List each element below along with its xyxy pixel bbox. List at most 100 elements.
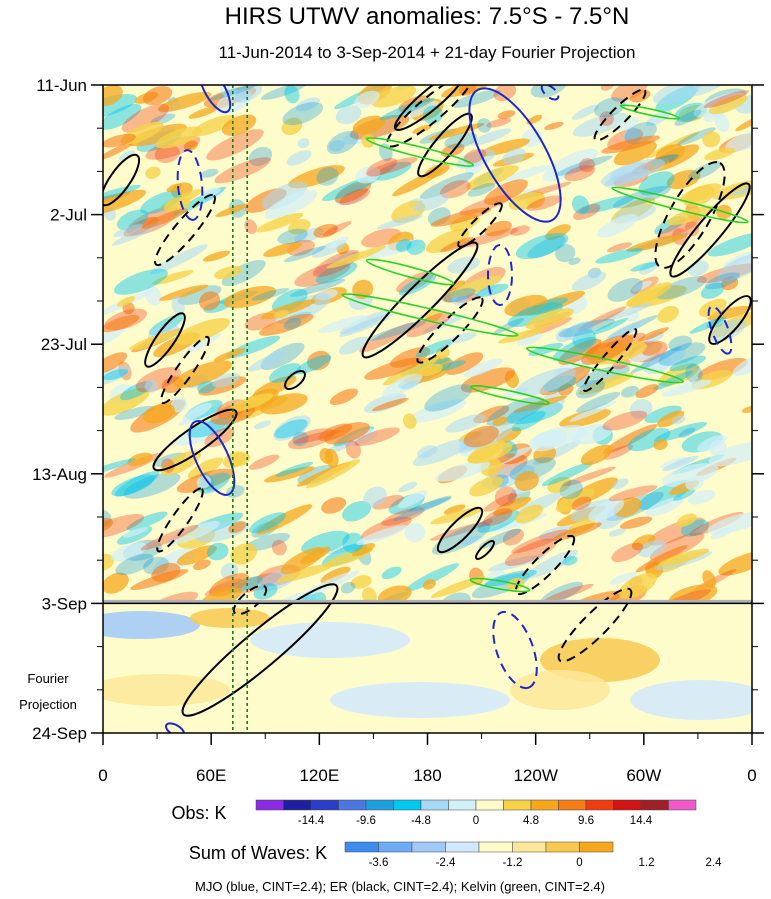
- anomaly-blob: [120, 381, 153, 401]
- mjo-contour: [492, 610, 538, 690]
- anomaly-blob: [609, 572, 638, 585]
- wave-contours: [103, 85, 752, 733]
- anomaly-blob: [202, 250, 231, 262]
- anomaly-blob: [515, 232, 569, 260]
- anomaly-blob: [611, 542, 644, 563]
- anomaly-blob: [273, 310, 290, 319]
- kelvin-contour: [611, 186, 749, 224]
- anomaly-blob: [140, 190, 182, 215]
- anomaly-blob: [601, 135, 660, 154]
- x-tick-label: 120E: [299, 766, 339, 785]
- anomaly-blob: [393, 495, 452, 521]
- anomaly-blob: [264, 189, 318, 220]
- anomaly-blob: [114, 405, 155, 420]
- anomaly-blob: [226, 485, 245, 498]
- anomaly-blob: [398, 274, 437, 296]
- anomaly-blob: [335, 105, 362, 125]
- anomaly-blob: [653, 438, 668, 450]
- anomaly-blob: [103, 572, 129, 594]
- anomaly-blob: [435, 346, 450, 359]
- anomaly-blob: [339, 188, 371, 206]
- anomaly-blob: [545, 224, 571, 240]
- er-contour: [514, 534, 576, 596]
- anomaly-blob: [630, 346, 682, 374]
- colorbar-box: [613, 799, 642, 811]
- anomaly-blob: [143, 86, 173, 106]
- colorbar-label: 0: [576, 857, 582, 869]
- anomaly-blob: [159, 284, 209, 301]
- anomaly-blob: [402, 413, 417, 429]
- anomaly-blob: [319, 448, 334, 464]
- anomaly-blob: [260, 393, 308, 415]
- anomaly-blob: [652, 85, 701, 105]
- anomaly-blob: [477, 518, 493, 528]
- anomaly-blob: [392, 168, 444, 197]
- y-tick-label: 13-Aug: [32, 465, 87, 484]
- anomaly-blob: [662, 455, 699, 472]
- colorbar-label: -14.4: [298, 815, 325, 827]
- anomaly-blob: [372, 495, 404, 510]
- anomaly-blob: [321, 497, 347, 514]
- anomaly-blob: [121, 103, 170, 133]
- anomaly-blob: [212, 372, 241, 388]
- anomaly-blob: [657, 305, 679, 323]
- anomaly-blob: [571, 271, 607, 291]
- anomaly-blob: [671, 415, 686, 425]
- anomaly-blob: [674, 109, 702, 126]
- anomaly-blob: [381, 566, 402, 580]
- anomaly-blob: [140, 524, 199, 551]
- anomaly-blob: [455, 149, 496, 169]
- anomaly-blob: [277, 563, 334, 583]
- anomaly-blob: [172, 318, 231, 345]
- anomaly-blob: [374, 161, 412, 181]
- colorbar-label: 0: [473, 815, 479, 827]
- anomaly-blob: [608, 485, 658, 502]
- er-contour: [475, 540, 495, 560]
- anomaly-blob: [295, 97, 320, 112]
- colorbar-box: [579, 841, 614, 853]
- colorbar-box: [640, 799, 669, 811]
- anomaly-blob: [528, 429, 568, 452]
- anomaly-blob: [580, 444, 613, 466]
- anomaly-blob: [274, 419, 308, 439]
- kelvin-contour: [365, 258, 455, 286]
- anomaly-blob: [528, 342, 563, 356]
- anomaly-blob: [371, 85, 417, 108]
- anomaly-blob: [192, 115, 236, 136]
- anomaly-blob: [206, 129, 264, 161]
- anomaly-blob: [263, 466, 315, 483]
- colorbar-box: [530, 799, 559, 811]
- anomaly-blob: [352, 115, 386, 135]
- anomaly-blob: [685, 363, 703, 384]
- er-contour: [669, 182, 751, 278]
- anomaly-blob: [563, 321, 594, 341]
- anomaly-blob: [486, 118, 511, 128]
- er-contour: [417, 112, 473, 178]
- anomaly-blob: [667, 205, 715, 226]
- anomaly-blob: [483, 508, 513, 526]
- anomaly-blob: [618, 573, 657, 599]
- anomaly-blob: [697, 434, 727, 452]
- anomaly-blob: [356, 525, 407, 545]
- anomaly-blob: [117, 296, 135, 307]
- anomaly-blob: [642, 342, 662, 356]
- colorbar-box: [445, 841, 480, 853]
- anomaly-blob: [430, 207, 492, 227]
- anomaly-blob: [698, 298, 727, 317]
- anomaly-blob: [409, 399, 467, 423]
- anomaly-blob: [687, 85, 727, 97]
- colorbar-box: [545, 841, 580, 853]
- anomaly-blob: [603, 444, 634, 460]
- anomaly-blob: [249, 512, 286, 533]
- anomaly-blob: [638, 171, 675, 196]
- anomaly-blob: [150, 244, 208, 275]
- anomaly-blob: [182, 403, 212, 421]
- anomaly-blob: [630, 261, 659, 272]
- anomaly-blob: [661, 379, 712, 397]
- anomaly-blob: [200, 187, 221, 198]
- mjo-contour: [164, 722, 186, 733]
- er-contour: [361, 241, 479, 359]
- anomaly-blob: [248, 146, 273, 167]
- anomaly-blob: [426, 229, 470, 254]
- anomaly-blob: [398, 490, 428, 509]
